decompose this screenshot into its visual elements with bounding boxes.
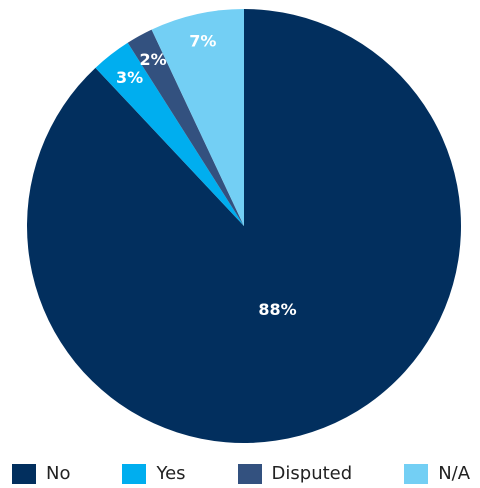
pie-slice-na (151, 9, 244, 226)
pie-chart: 88% 3%2% 7% (26, 9, 461, 444)
legend-swatch-no (12, 464, 36, 484)
legend: No Yes Disputed N/A (12, 463, 470, 485)
pie-slice-label-disputed: 2% (139, 50, 166, 69)
legend-label-na: N/A (438, 463, 471, 484)
legend-swatch-yes (122, 464, 147, 484)
legend-item-disputed: Disputed (237, 463, 353, 484)
legend-swatch-disputed (237, 464, 262, 484)
pie-slice-disputed (127, 29, 244, 227)
legend-item-yes: Yes (122, 463, 186, 484)
pie-slices (26, 9, 461, 444)
pie-slice-label-no: 88% (258, 300, 296, 319)
pie-slice-labels: 88% 3%2% 7% (116, 31, 297, 319)
legend-item-no: No (12, 464, 70, 484)
legend-item-na: N/A (404, 464, 470, 484)
pie-slice-label-na: 7% (189, 31, 216, 50)
pie-slice-label-yes: 3% (116, 68, 143, 87)
legend-label-no: No (46, 463, 71, 484)
pie-slice-yes (95, 42, 244, 227)
legend-label-yes: Yes (156, 463, 186, 484)
legend-label-disputed: Disputed (271, 463, 353, 484)
pie-slice-no (26, 9, 461, 444)
legend-swatch-na (404, 464, 429, 484)
